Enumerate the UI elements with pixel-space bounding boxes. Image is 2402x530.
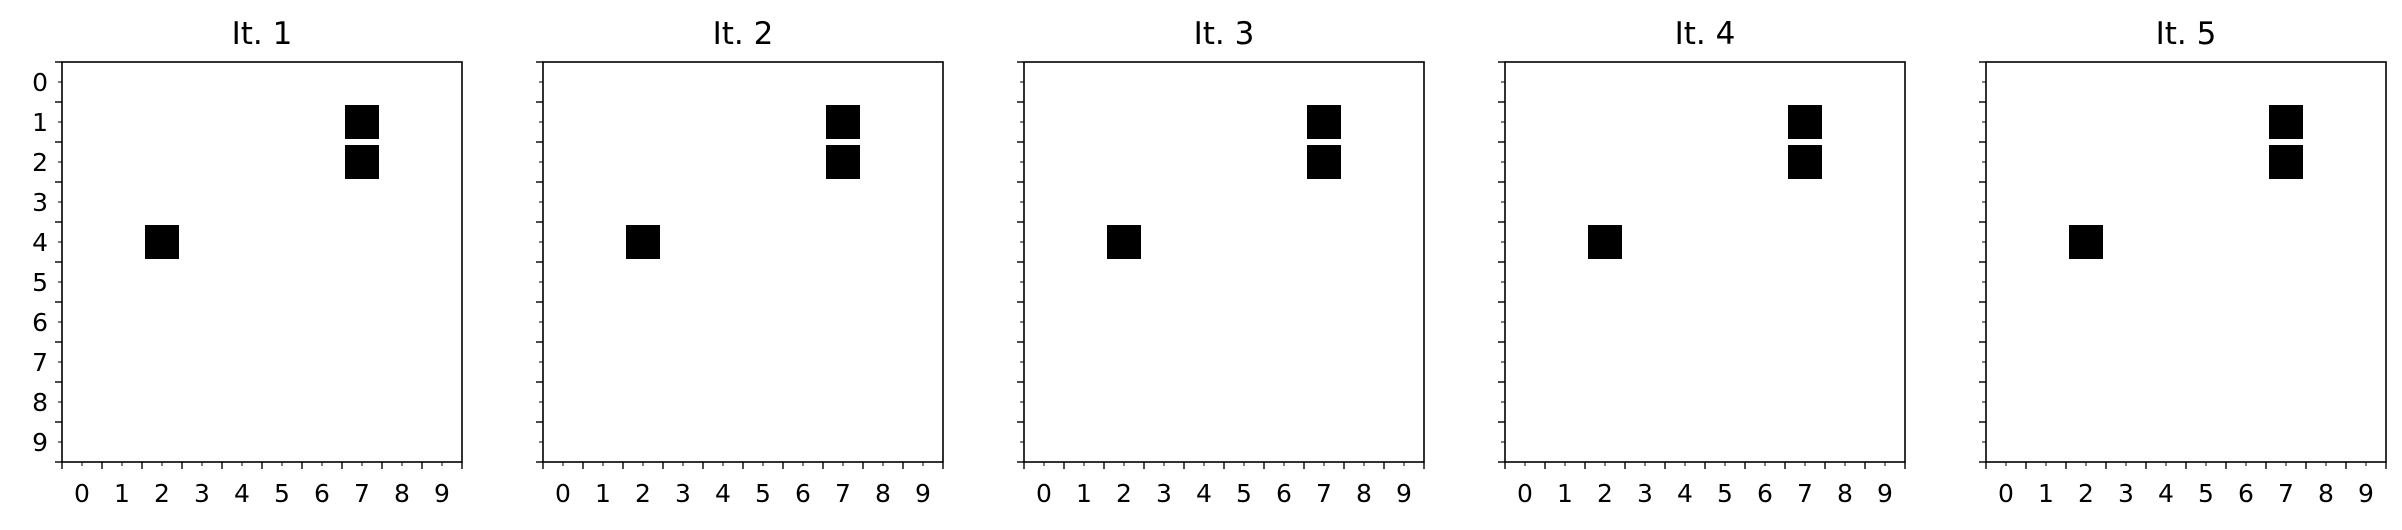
y-tick-label: 2 [32, 148, 48, 177]
panel-title: It. 5 [2156, 16, 2217, 52]
y-tick-label: 5 [32, 268, 48, 297]
plot-area [1024, 62, 1424, 462]
x-tick-label: 5 [2198, 479, 2214, 508]
filled-cell [1788, 105, 1822, 139]
x-tick-label: 9 [434, 479, 450, 508]
filled-cell [2069, 225, 2103, 259]
filled-cell [826, 145, 860, 179]
x-tick-label: 9 [915, 479, 931, 508]
filled-cell [1788, 145, 1822, 179]
x-tick-label: 7 [1316, 479, 1332, 508]
panel-title: It. 3 [1194, 16, 1255, 52]
y-tick-label: 8 [32, 388, 48, 417]
x-tick-label: 3 [2118, 479, 2134, 508]
x-tick-label: 5 [274, 479, 290, 508]
x-tick-label: 1 [1076, 479, 1092, 508]
x-tick-label: 4 [234, 479, 250, 508]
x-tick-label: 9 [1877, 479, 1893, 508]
x-tick-label: 1 [1557, 479, 1573, 508]
x-tick-label: 8 [875, 479, 891, 508]
panel-title: It. 1 [232, 16, 293, 52]
x-tick-label: 7 [2278, 479, 2294, 508]
x-tick-label: 3 [1637, 479, 1653, 508]
x-tick-label: 0 [1036, 479, 1052, 508]
x-tick-label: 6 [314, 479, 330, 508]
x-tick-label: 6 [2238, 479, 2254, 508]
x-tick-label: 2 [1116, 479, 1132, 508]
x-tick-label: 2 [1597, 479, 1613, 508]
x-tick-label: 0 [74, 479, 90, 508]
x-tick-label: 5 [1236, 479, 1252, 508]
filled-cell [1307, 105, 1341, 139]
x-tick-label: 8 [1356, 479, 1372, 508]
x-tick-label: 3 [675, 479, 691, 508]
panel-5: It. 5 0 1 2 3 4 5 6 7 8 9 [1979, 16, 2387, 508]
filled-cell [1307, 145, 1341, 179]
y-tick-label: 1 [32, 108, 48, 137]
x-tick-label: 3 [194, 479, 210, 508]
filled-cell [1588, 225, 1622, 259]
x-tick-label: 6 [1757, 479, 1773, 508]
filled-cell [145, 225, 179, 259]
filled-cell [626, 225, 660, 259]
filled-cell [345, 145, 379, 179]
y-tick-label: 6 [32, 308, 48, 337]
x-tick-label: 1 [595, 479, 611, 508]
panel-title: It. 4 [1675, 16, 1736, 52]
x-tick-label: 2 [154, 479, 170, 508]
x-tick-label: 4 [2158, 479, 2174, 508]
filled-cell [1107, 225, 1141, 259]
x-tick-label: 2 [635, 479, 651, 508]
x-tick-label: 4 [1677, 479, 1693, 508]
x-tick-label: 4 [715, 479, 731, 508]
panel-2: It. 2 0 1 2 3 4 5 6 7 8 9 [536, 16, 944, 508]
x-tick-label: 0 [1998, 479, 2014, 508]
filled-cell [2269, 145, 2303, 179]
plot-area [543, 62, 943, 462]
panel-4: It. 4 0 1 2 3 4 5 6 7 8 9 [1498, 16, 1906, 508]
plot-area [1505, 62, 1905, 462]
x-tick-label: 8 [1837, 479, 1853, 508]
x-tick-label: 6 [795, 479, 811, 508]
x-tick-label: 5 [755, 479, 771, 508]
y-tick-label: 9 [32, 428, 48, 457]
x-tick-label: 3 [1156, 479, 1172, 508]
x-tick-label: 0 [555, 479, 571, 508]
x-tick-label: 5 [1717, 479, 1733, 508]
x-tick-label: 9 [1396, 479, 1412, 508]
y-tick-label: 3 [32, 188, 48, 217]
filled-cell [345, 105, 379, 139]
x-tick-label: 4 [1196, 479, 1212, 508]
x-tick-label: 1 [2038, 479, 2054, 508]
x-tick-label: 9 [2358, 479, 2374, 508]
panel-3: It. 3 0 1 2 3 4 5 6 7 8 9 [1017, 16, 1425, 508]
y-tick-label: 0 [32, 68, 48, 97]
x-tick-label: 6 [1276, 479, 1292, 508]
x-tick-label: 8 [2318, 479, 2334, 508]
filled-cell [2269, 105, 2303, 139]
x-tick-label: 1 [114, 479, 130, 508]
x-tick-label: 2 [2078, 479, 2094, 508]
x-tick-label: 0 [1517, 479, 1533, 508]
panel-title: It. 2 [713, 16, 774, 52]
plot-area [62, 62, 462, 462]
plot-area [1986, 62, 2386, 462]
x-tick-label: 7 [835, 479, 851, 508]
y-tick-label: 4 [32, 228, 48, 257]
y-tick-label: 7 [32, 348, 48, 377]
x-tick-label: 8 [394, 479, 410, 508]
filled-cell [826, 105, 860, 139]
x-tick-label: 7 [354, 479, 370, 508]
x-tick-label: 7 [1797, 479, 1813, 508]
